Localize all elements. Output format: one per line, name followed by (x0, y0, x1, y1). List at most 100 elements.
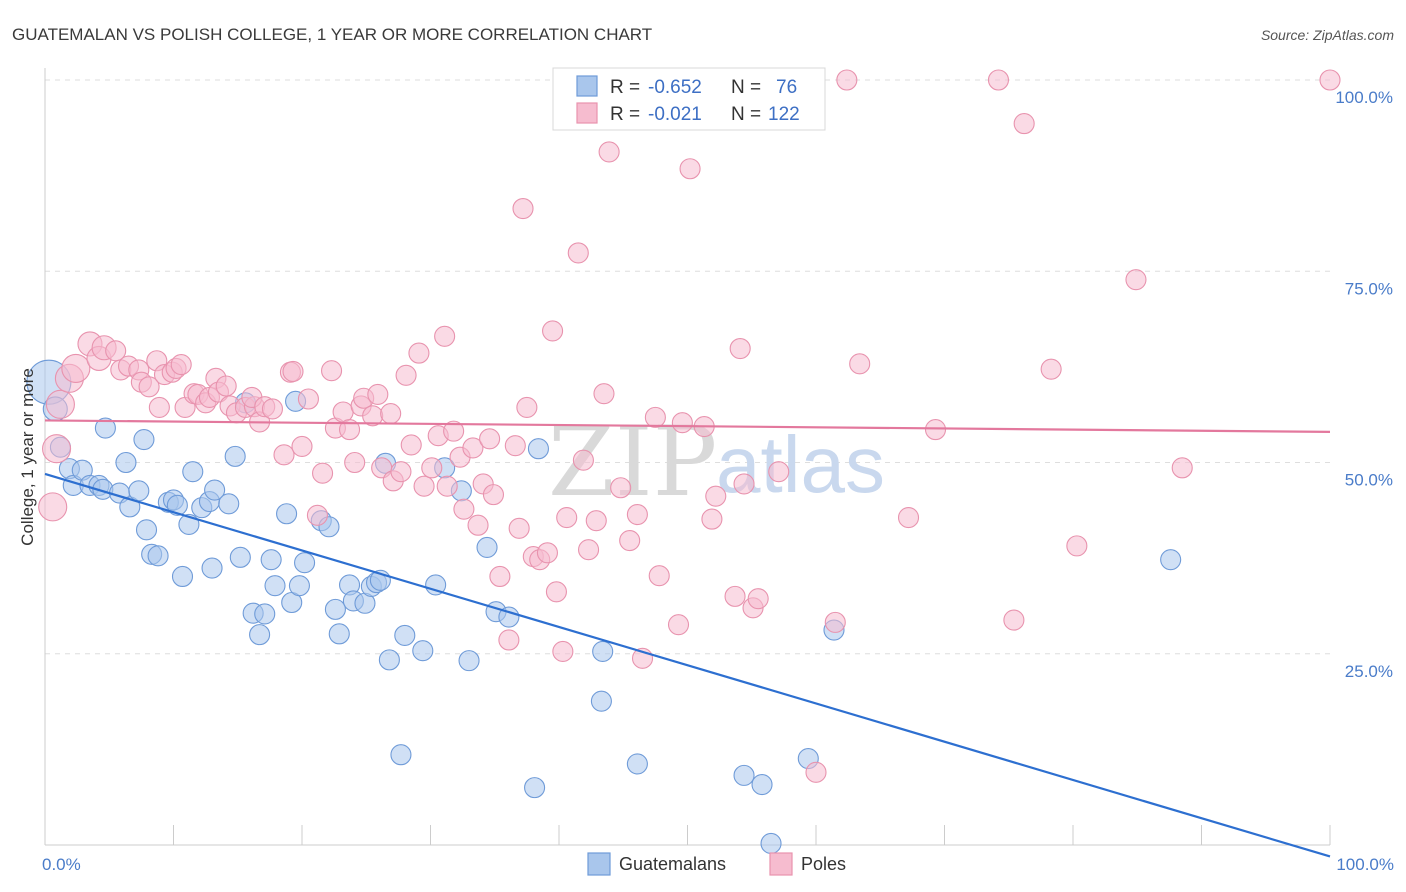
poles-point-40 (297, 388, 319, 410)
poles-point-102 (701, 508, 723, 530)
poles-point-27 (215, 375, 237, 397)
poles-point-120 (1066, 535, 1088, 557)
guatemalans-point-14 (133, 428, 155, 451)
guatemalans-point-20 (166, 494, 188, 516)
poles-point-76 (512, 197, 534, 220)
poles-point-113 (849, 353, 871, 375)
guatemalans-point-61 (476, 536, 498, 558)
poles-point-77 (516, 396, 538, 418)
guatemalans-point-33 (249, 624, 271, 646)
poles-point-117 (1003, 609, 1025, 631)
guatemalans-point-63 (498, 606, 520, 628)
poles-point-4 (61, 353, 91, 383)
guatemalans-point-26 (201, 557, 223, 579)
poles-point-41 (306, 504, 328, 526)
watermark-atlas: atlas (716, 420, 885, 509)
poles-point-59 (413, 475, 435, 497)
poles-point-70 (479, 428, 501, 450)
poles-point-92 (619, 529, 641, 552)
legend-label-guatemalans: Guatemalans (619, 854, 726, 874)
poles-point-112 (836, 69, 858, 91)
poles-point-55 (390, 461, 412, 483)
poles-point-116 (987, 69, 1010, 91)
poles-point-93 (626, 503, 648, 526)
poles-point-118 (1013, 113, 1035, 135)
guatemalans-point-65 (527, 438, 549, 460)
guatemalans-point-12 (119, 496, 141, 518)
guatemalans-point-41 (294, 552, 316, 574)
guatemalans-point-64 (524, 777, 546, 799)
poles-point-109 (768, 461, 790, 483)
guatemalans-point-35 (260, 549, 282, 571)
poles-point-62 (434, 325, 456, 347)
guatemalans-point-22 (178, 513, 200, 536)
guatemalans-point-36 (264, 575, 286, 597)
guatemalans-point-13 (128, 480, 150, 502)
poles-point-53 (380, 402, 402, 425)
guatemalans-point-30 (229, 546, 251, 568)
stats-legend-r-value-guatemalans: -0.652 (648, 77, 702, 98)
poles-point-98 (667, 614, 690, 636)
poles-point-36 (273, 444, 295, 466)
poles-point-108 (747, 588, 769, 610)
guatemalans-point-28 (218, 493, 240, 515)
poles-point-106 (733, 473, 755, 495)
legend-swatch-guatemalans (587, 852, 611, 876)
poles-point-104 (724, 585, 746, 607)
poles-point-58 (408, 342, 430, 364)
guatemalans-point-54 (390, 744, 412, 766)
poles-point-57 (400, 434, 422, 456)
poles-point-84 (556, 507, 578, 529)
guatemalans-point-34 (254, 603, 276, 625)
poles-point-114 (897, 507, 920, 529)
poles-point-119 (1040, 358, 1062, 380)
stats-legend-box (552, 67, 826, 131)
poles-trend-line (44, 419, 1331, 433)
guatemalans-point-55 (394, 624, 416, 646)
guatemalans-point-56 (412, 640, 434, 662)
stats-legend-swatch-guatemalans (576, 75, 598, 97)
guatemalans-point-23 (182, 461, 204, 483)
chart-title: GUATEMALAN VS POLISH COLLEGE, 1 YEAR OR … (12, 25, 652, 44)
y-tick-label-75: 75.0% (1345, 279, 1393, 298)
poles-point-68 (467, 514, 489, 536)
poles-point-56 (395, 364, 417, 386)
poles-point-67 (462, 437, 484, 459)
poles-point-46 (338, 419, 361, 441)
poles-point-85 (567, 242, 589, 264)
poles-point-103 (705, 485, 727, 507)
stats-legend-n-value-poles: 122 (768, 104, 800, 125)
poles-point-66 (453, 498, 475, 520)
y-axis-title: College, 1 year or more (18, 368, 37, 546)
poles-point-19 (170, 354, 192, 376)
guatemalans-point-71 (760, 832, 782, 855)
y-tick-label-50: 50.0% (1345, 471, 1393, 490)
poles-point-43 (321, 360, 343, 382)
poles-point-83 (552, 640, 574, 663)
poles-point-123 (1319, 69, 1341, 91)
x-tick-label-min: 0.0% (42, 855, 81, 874)
guatemalans-point-67 (590, 690, 612, 712)
poles-point-35 (261, 398, 283, 420)
guatemalans-point-27 (204, 479, 226, 501)
poles-point-88 (585, 510, 607, 532)
poles-point-71 (482, 484, 505, 506)
poles-point-15 (148, 396, 170, 418)
stats-legend-r-value-poles: -0.021 (648, 104, 702, 125)
y-tick-label-100: 100.0% (1335, 88, 1393, 107)
chart-source: Source: ZipAtlas.com (1261, 27, 1394, 43)
poles-point-105 (729, 337, 751, 360)
guatemalans-point-9 (94, 417, 116, 439)
guatemalans-point-69 (733, 764, 755, 786)
poles-point-81 (542, 320, 564, 342)
poles-point-115 (924, 419, 947, 441)
stats-legend-r-label-guatemalans: R = (610, 77, 640, 98)
poles-point-38 (282, 360, 304, 383)
poles-point-80 (536, 542, 558, 564)
poles-point-2 (45, 389, 75, 419)
poles-point-111 (824, 611, 846, 633)
guatemalans-point-29 (224, 445, 246, 467)
guatemalans-point-66 (592, 640, 614, 663)
stats-legend-r-label-poles: R = (610, 104, 640, 125)
poles-point-122 (1171, 457, 1193, 479)
